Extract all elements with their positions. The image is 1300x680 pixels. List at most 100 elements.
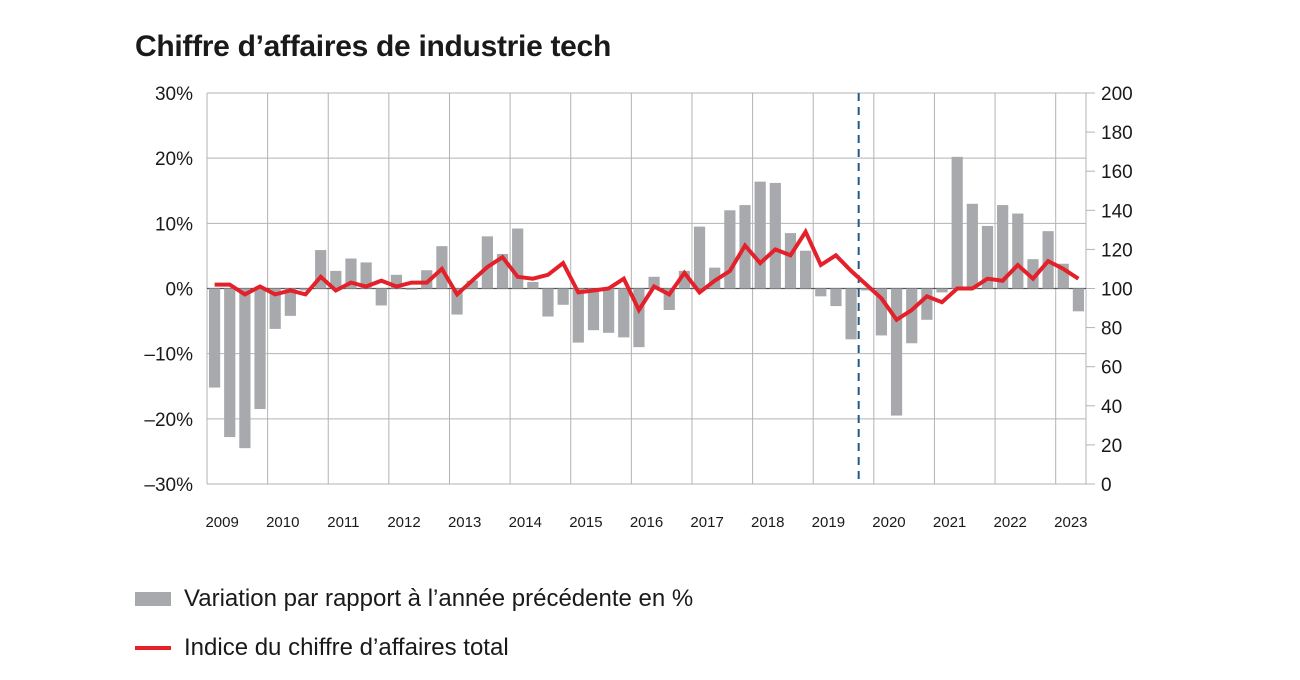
bar	[496, 253, 509, 289]
right-tick-label: 200	[1101, 84, 1133, 105]
right-tick-label: 60	[1101, 358, 1122, 379]
bar	[466, 280, 478, 289]
year-label: 2023	[1054, 514, 1087, 531]
legend-bar-swatch	[135, 592, 171, 606]
bar	[724, 210, 736, 289]
year-label: 2012	[387, 514, 420, 531]
bar	[648, 276, 660, 289]
bar	[315, 250, 327, 289]
bar	[330, 270, 342, 289]
bar	[678, 270, 690, 289]
bar	[800, 250, 812, 289]
year-label: 2011	[327, 514, 359, 531]
bar	[936, 288, 948, 293]
bar	[1072, 288, 1085, 312]
legend-item-line: Indice du chiffre d’affaires total	[135, 632, 693, 664]
bar	[784, 233, 797, 289]
bar	[587, 288, 600, 331]
year-label: 2021	[933, 514, 966, 531]
bar	[481, 236, 493, 289]
right-tick-label: 0	[1101, 475, 1112, 496]
bar	[405, 288, 418, 290]
bar	[709, 267, 721, 289]
index-line	[214, 227, 1080, 323]
left-tick-label: 10%	[155, 214, 193, 235]
year-label: 2013	[448, 514, 481, 531]
bar	[284, 288, 296, 316]
left-tick-label: –20%	[144, 410, 193, 431]
right-tick-label: 20	[1101, 436, 1122, 457]
bar	[906, 288, 918, 344]
bar	[345, 258, 357, 289]
bar-series	[208, 156, 1085, 449]
year-label: 2020	[872, 514, 905, 531]
chart-title: Chiffre d’affaires de industrie tech	[135, 30, 611, 63]
year-label: 2017	[690, 514, 723, 531]
bar	[845, 288, 857, 340]
year-label: 2010	[266, 514, 299, 531]
bar	[981, 225, 994, 289]
bar	[830, 288, 842, 307]
bar	[451, 288, 463, 315]
left-tick-label: 20%	[155, 149, 193, 170]
bar	[754, 181, 766, 289]
bar	[693, 226, 706, 289]
bar	[860, 288, 872, 291]
axes: 30%20%10%0%–10%–20%–30%20018016014012010…	[144, 84, 1132, 531]
left-tick-label: –10%	[144, 345, 193, 366]
bar	[875, 288, 888, 336]
bar	[208, 288, 221, 388]
bar	[1057, 263, 1069, 289]
bar	[421, 270, 433, 289]
right-tick-label: 160	[1101, 162, 1133, 183]
left-tick-label: 0%	[166, 280, 194, 301]
bar	[239, 288, 251, 449]
year-label: 2022	[994, 514, 1027, 531]
left-tick-label: 30%	[155, 84, 193, 105]
bar	[633, 288, 645, 348]
bar	[997, 205, 1009, 289]
bar	[527, 281, 539, 289]
bar	[269, 288, 281, 329]
year-label: 2019	[812, 514, 845, 531]
year-label: 2018	[751, 514, 784, 531]
bar	[375, 288, 387, 306]
bar	[224, 288, 236, 438]
legend-line-swatch	[135, 646, 171, 650]
legend-line-label: Indice du chiffre d’affaires total	[184, 634, 509, 661]
bar	[557, 288, 569, 305]
year-label: 2009	[205, 514, 238, 531]
bar	[360, 262, 372, 289]
bar	[663, 288, 675, 311]
bar	[890, 288, 903, 416]
bar	[951, 156, 963, 289]
chart-area: 30%20%10%0%–10%–20%–30%20018016014012010…	[144, 84, 1132, 531]
right-tick-label: 120	[1101, 240, 1133, 261]
bar	[254, 288, 266, 410]
legend-bar-label: Variation par rapport à l’année précéden…	[184, 585, 694, 612]
bar	[618, 288, 630, 338]
right-tick-label: 40	[1101, 397, 1122, 418]
bar	[603, 288, 615, 333]
year-label: 2016	[630, 514, 663, 531]
bar	[299, 288, 312, 291]
bar	[572, 288, 584, 343]
legend: Variation par rapport à l’année précéden…	[135, 583, 693, 664]
bar	[390, 274, 403, 289]
right-tick-label: 100	[1101, 280, 1133, 301]
right-tick-label: 140	[1101, 201, 1133, 222]
bar	[542, 288, 554, 317]
right-tick-label: 180	[1101, 123, 1133, 144]
bar	[966, 203, 978, 289]
bar	[815, 288, 827, 297]
legend-item-bars: Variation par rapport à l’année précéden…	[135, 583, 693, 615]
bar	[769, 182, 781, 289]
line-series	[214, 227, 1080, 323]
bar	[512, 228, 524, 289]
bar	[921, 288, 933, 320]
bar	[1012, 213, 1024, 289]
year-label: 2015	[569, 514, 602, 531]
left-tick-label: –30%	[144, 475, 193, 496]
bar	[1027, 259, 1039, 289]
right-tick-label: 80	[1101, 319, 1122, 340]
